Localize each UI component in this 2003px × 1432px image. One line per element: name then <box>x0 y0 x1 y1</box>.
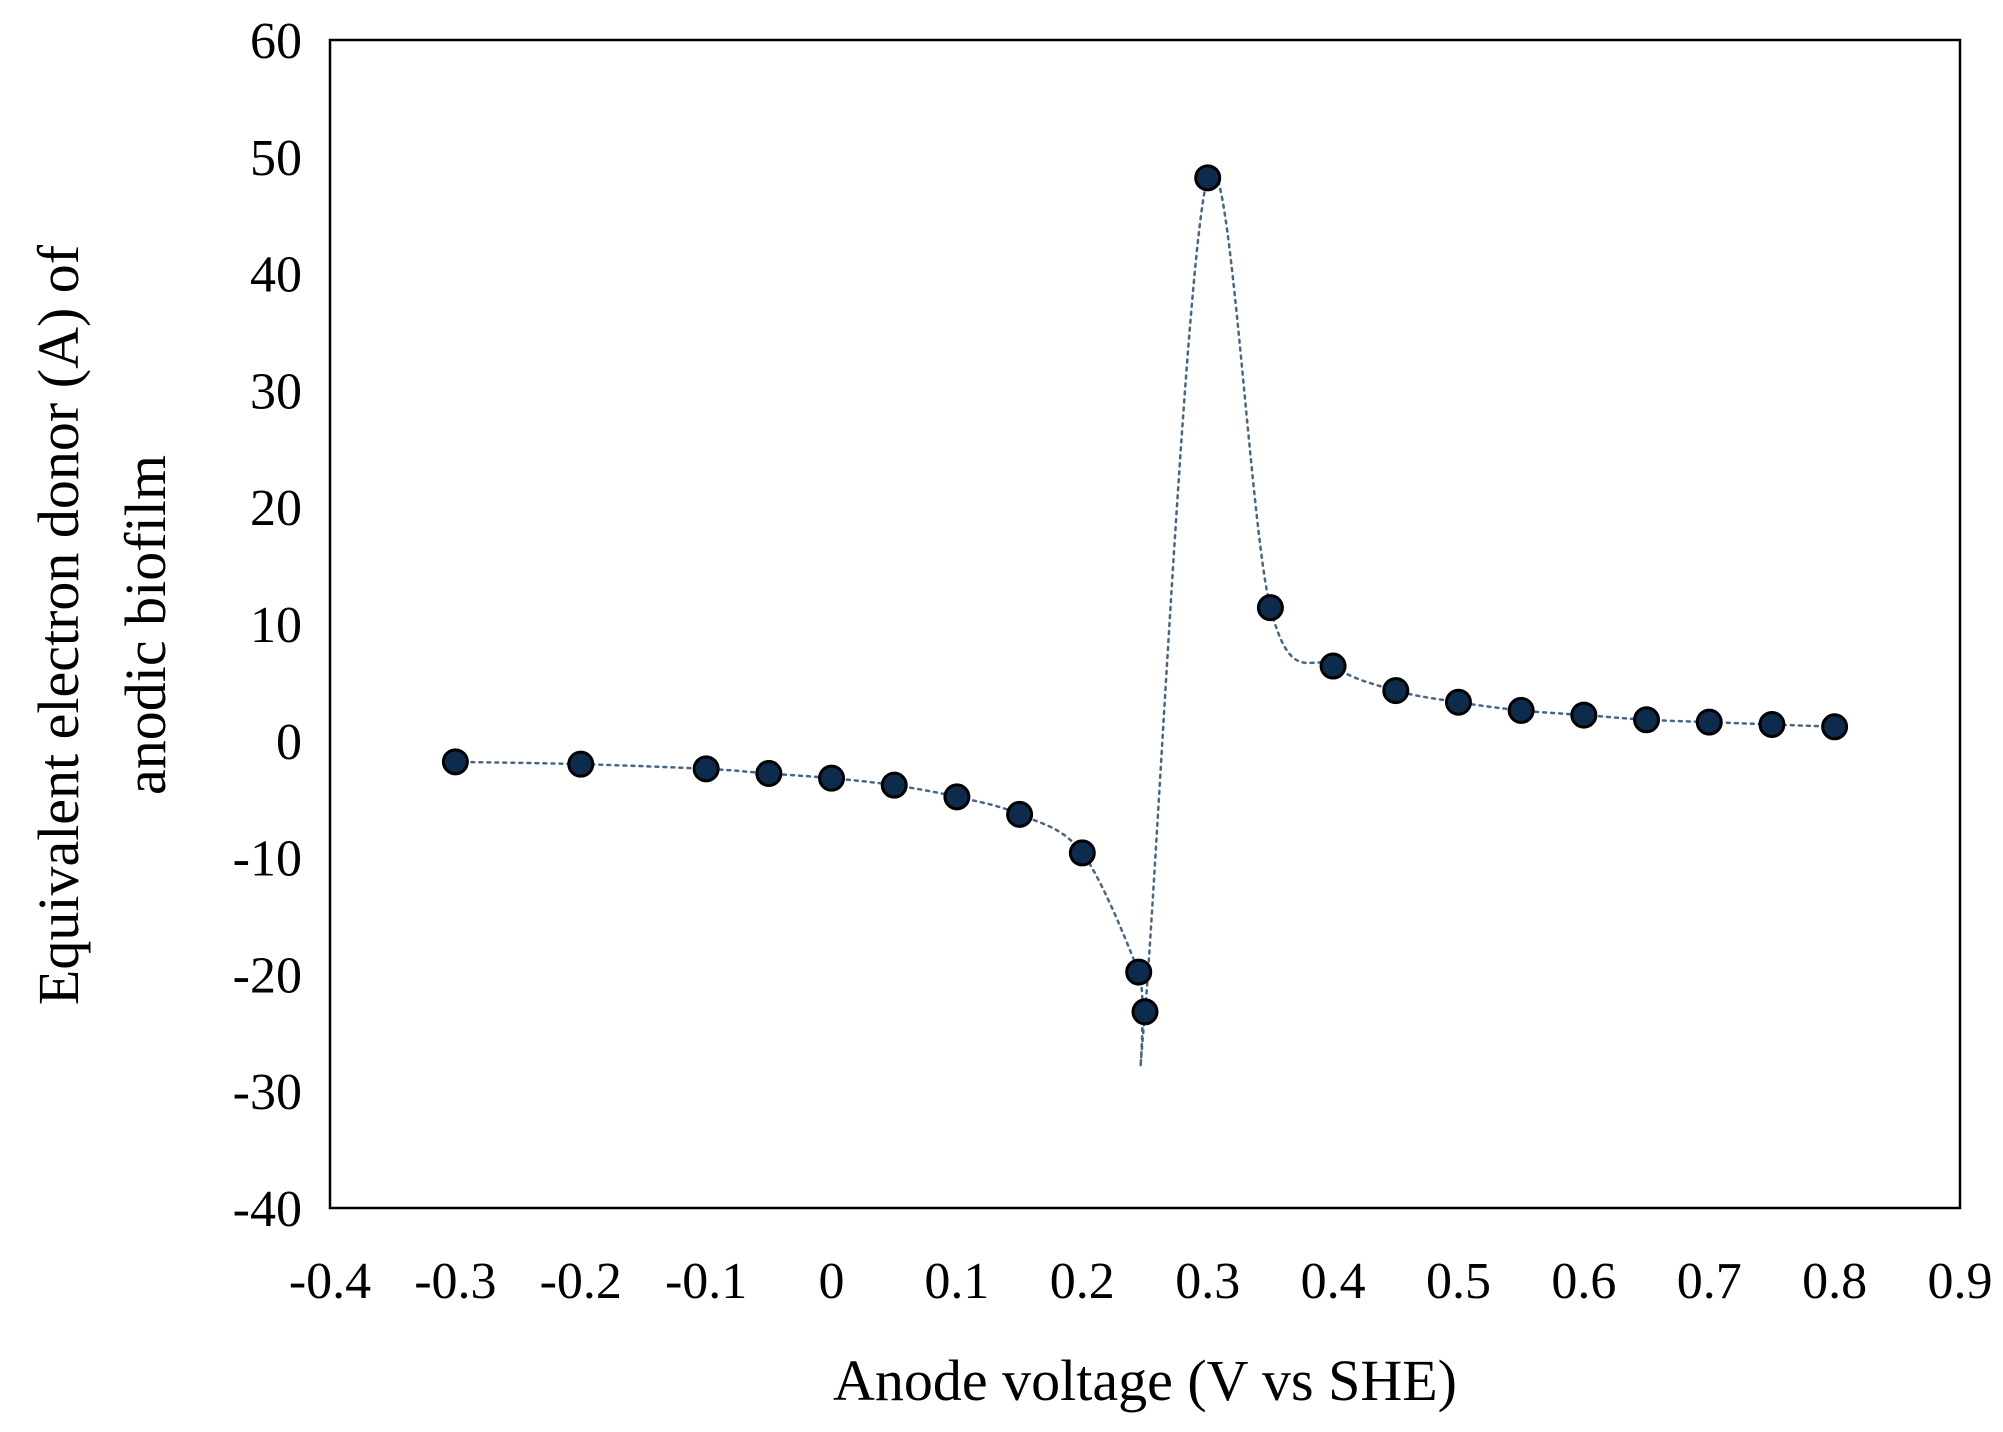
data-point <box>1319 652 1347 680</box>
x-tick-label: 0.3 <box>1175 1253 1240 1310</box>
data-point <box>943 783 971 811</box>
series-line <box>454 169 1836 1068</box>
y-axis-title-line1: Equivalent electron donor (A) of <box>26 244 91 1005</box>
x-tick-label: 0.2 <box>1050 1253 1115 1310</box>
data-point <box>818 764 846 792</box>
data-point <box>1068 839 1096 867</box>
x-tick-label: 0.1 <box>924 1253 989 1310</box>
data-markers <box>441 164 1849 1026</box>
y-tick-label: 0 <box>276 714 302 771</box>
x-tick-label: 0 <box>819 1253 845 1310</box>
data-point <box>692 755 720 783</box>
data-point <box>1758 710 1786 738</box>
x-tick-label: -0.1 <box>665 1253 747 1310</box>
x-axis-title: Anode voltage (V vs SHE) <box>833 1348 1457 1413</box>
x-tick-label: 0.4 <box>1301 1253 1366 1310</box>
data-point <box>441 748 469 776</box>
plot-area-frame <box>328 38 1962 1210</box>
data-point <box>1194 164 1222 192</box>
data-point <box>1444 688 1472 716</box>
y-tick-labels: 60 50 40 30 20 10 0 -10 -20 -30 -40 <box>233 13 302 1238</box>
x-tick-label: 0.7 <box>1677 1253 1742 1310</box>
x-tick-labels: -0.4 -0.3 -0.2 -0.1 0 0.1 0.2 0.3 0.4 0.5 0.6 0.7 0.… <box>289 1253 1993 1310</box>
y-tick-label: -40 <box>233 1181 302 1238</box>
x-tick-label: 0.8 <box>1802 1253 1867 1310</box>
y-tick-label: 50 <box>250 130 302 187</box>
data-point <box>1633 706 1661 734</box>
x-tick-label: -0.4 <box>289 1253 371 1310</box>
data-point <box>1006 800 1034 828</box>
data-point <box>755 760 783 788</box>
x-tick-label: 0.5 <box>1426 1253 1491 1310</box>
x-tick-label: -0.2 <box>540 1253 622 1310</box>
data-point <box>1821 713 1849 741</box>
y-tick-label: 40 <box>250 247 302 304</box>
data-point <box>1695 708 1723 736</box>
data-point <box>880 771 908 799</box>
y-axis-title-text: Equivalent electron donor (A) of <box>26 244 91 1005</box>
y-tick-label: 60 <box>250 13 302 70</box>
y-tick-label: -30 <box>233 1064 302 1121</box>
x-tick-label: 0.6 <box>1551 1253 1616 1310</box>
data-point <box>1131 998 1159 1026</box>
x-tick-label: -0.3 <box>414 1253 496 1310</box>
data-point <box>1256 594 1284 622</box>
y-tick-label: 30 <box>250 363 302 420</box>
data-point <box>1125 958 1153 986</box>
x-tick-label: 0.9 <box>1928 1253 1993 1310</box>
y-tick-label: 10 <box>250 597 302 654</box>
y-tick-label: -20 <box>233 947 302 1004</box>
data-point <box>567 750 595 778</box>
y-axis-title-line2: anodic biofilm <box>113 455 178 795</box>
data-point <box>1570 701 1598 729</box>
y-tick-label: 20 <box>250 480 302 537</box>
data-point <box>1507 696 1535 724</box>
data-point <box>1382 677 1410 705</box>
y-tick-label: -10 <box>233 831 302 888</box>
